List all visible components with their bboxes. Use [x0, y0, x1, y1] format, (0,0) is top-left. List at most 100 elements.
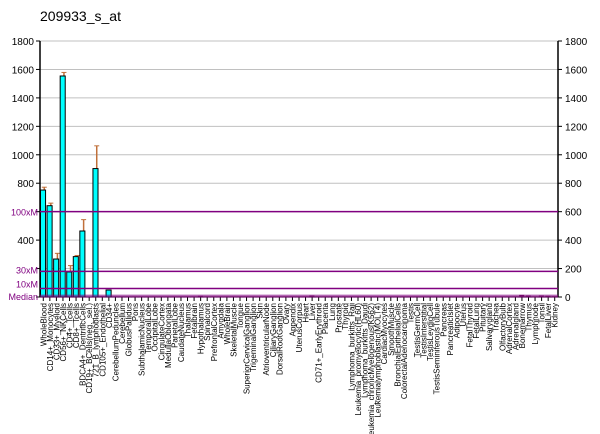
left-tick-label: 800 — [17, 179, 34, 190]
x-tick-label: DorsalRootGanglion — [275, 303, 284, 375]
x-tick-label: FetalLiver — [544, 303, 553, 338]
bar — [66, 271, 73, 298]
bar — [53, 258, 60, 298]
x-tick-label: BronchialEpithelialCells — [393, 303, 402, 387]
x-tick-label: SubthalamicNucleus — [138, 303, 147, 376]
x-tick-label: Lymphoma_burkitts_Raji — [347, 303, 356, 391]
left-tick-label: 1400 — [12, 94, 35, 105]
x-tick-label: CD8+_Tcells — [72, 303, 81, 348]
bar — [46, 205, 53, 298]
left-tick-label: 1200 — [12, 122, 35, 133]
x-tick-label: AdrenalCortex — [505, 303, 514, 354]
bar — [59, 75, 66, 298]
x-tick-label: Pituitary — [479, 303, 488, 332]
x-tick-label: BDCA4+_DentriticCells — [79, 303, 88, 386]
x-tick-label: Lymphnode — [531, 302, 540, 344]
x-tick-label: Placenta — [321, 302, 330, 334]
x-tick-label: Leukemia_promyelocytic(HL60) — [354, 303, 363, 416]
x-tick-label: CingulateCortex — [157, 303, 166, 360]
x-tick-label: Fetalbrain — [190, 303, 199, 339]
x-tick-label: Thyroid — [341, 303, 350, 330]
x-tick-label: CD19+_BCells(neg._sel.) — [85, 303, 94, 394]
x-tick-label: Prostate — [334, 302, 343, 332]
x-tick-label: CD4+_Tcells — [66, 303, 75, 348]
x-tick-label: TrigeminalGanglion — [249, 303, 258, 372]
x-tick-label: UterusCorpus — [295, 303, 304, 352]
x-tick-label: Cerebellum — [118, 303, 127, 344]
x-tick-label: SkeletalMuscle — [229, 302, 238, 356]
x-tick-label: OccipitalLobe — [151, 302, 160, 351]
x-tick-label: Spinalcord — [203, 303, 212, 341]
x-tick-label: FetalThyroid — [465, 303, 474, 347]
x-tick-label: TestisGermCell — [413, 303, 422, 357]
x-tick-label: CD34+ — [105, 303, 114, 328]
reference-label: 30xM — [16, 265, 38, 275]
x-tick-label: Lymphoma_burkitts_Daudi — [361, 303, 370, 398]
right-tick-label: 400 — [565, 236, 582, 247]
x-tick-label: TestisLeydigCell — [426, 303, 435, 361]
x-tick-label: GlobusPallidus — [125, 303, 134, 356]
left-tick-label: 1800 — [12, 37, 35, 48]
right-tick-label: 800 — [565, 179, 582, 190]
x-tick-label: Kidney — [551, 303, 560, 327]
left-tick-label: 1600 — [12, 65, 35, 76]
x-tick-label: Thymus — [524, 303, 533, 331]
x-tick-label: Lung — [328, 303, 337, 321]
x-tick-label: 721_B_lymphoblasts — [92, 303, 101, 377]
x-tick-label: SmoothMuscle — [387, 302, 396, 355]
x-tick-label: Heart — [302, 302, 311, 322]
x-tick-label: Testis — [406, 303, 415, 323]
right-tick-label: 1200 — [565, 122, 588, 133]
x-tick-label: MedullaOblongata — [164, 302, 173, 367]
bar — [72, 256, 79, 298]
x-tick-label: Hypothalamus — [197, 303, 206, 354]
x-tick-label: PancreaticIslet — [446, 302, 455, 355]
x-tick-label: CD33+_Myeloid — [52, 303, 61, 360]
left-tick-label: 1000 — [12, 151, 35, 162]
x-tick-label: TestisInterstitial — [420, 303, 429, 358]
x-tick-label: Leukemia_chronicMyelogenous(K562) — [367, 303, 376, 434]
x-tick-label: CiliaryGanglion — [269, 303, 278, 357]
chart-title: 209933_s_at — [40, 8, 121, 24]
x-tick-label: Amygdala — [216, 302, 225, 338]
x-tick-label: Skin — [256, 303, 265, 319]
x-tick-label: WholeBrain — [223, 303, 232, 344]
x-tick-label: Liver — [308, 303, 317, 321]
x-tick-label: Trachea — [492, 302, 501, 332]
x-tick-label: WholeBlood — [39, 303, 48, 346]
reference-label: Median — [8, 292, 38, 302]
x-tick-label: ColorectalAdenocarcinoma — [400, 302, 409, 399]
x-tick-label: OlfactoryBulb — [498, 302, 507, 351]
x-tick-label: TestisSeminiferousTubule — [433, 302, 442, 394]
x-tick-label: Uterus — [459, 303, 468, 327]
x-tick-label: CerebellumPeduncles — [111, 303, 120, 381]
x-tick-label: CD14+_Monocytes — [46, 303, 55, 371]
x-tick-label: AtrioventricularNode — [262, 302, 271, 375]
bar — [79, 230, 86, 298]
right-tick-label: 600 — [565, 208, 582, 219]
x-tick-label: CaudateNucleus — [177, 303, 186, 362]
right-tick-label: 0 — [565, 293, 571, 304]
x-tick-label: Thalamus — [184, 303, 193, 338]
reference-label: 100xM — [11, 208, 38, 218]
right-tick-label: 1000 — [565, 151, 588, 162]
x-tick-label: Pons — [131, 303, 140, 321]
x-tick-label: Tongue — [236, 302, 245, 329]
x-tick-label: Tonsil — [538, 303, 547, 324]
x-tick-label: CD56+_NKCells — [59, 303, 68, 361]
x-tick-label: Adrenalgland — [511, 303, 520, 350]
right-tick-label: 200 — [565, 265, 582, 276]
reference-label: 10xM — [16, 279, 38, 289]
x-tick-label: TemporalLobe — [144, 302, 153, 353]
right-tick-label: 1800 — [565, 37, 588, 48]
x-tick-label: Adipocyte — [452, 302, 461, 338]
x-tick-label: Salivarygland — [485, 303, 494, 351]
x-tick-label: Appendix — [288, 303, 297, 336]
bar — [40, 189, 47, 298]
left-tick-label: 400 — [17, 236, 34, 247]
x-tick-label: SuperiorCervicalGanglion — [243, 303, 252, 394]
x-tick-label: Ovary — [282, 303, 291, 324]
x-tick-label: FetalLung — [472, 303, 481, 339]
bar — [92, 168, 99, 298]
